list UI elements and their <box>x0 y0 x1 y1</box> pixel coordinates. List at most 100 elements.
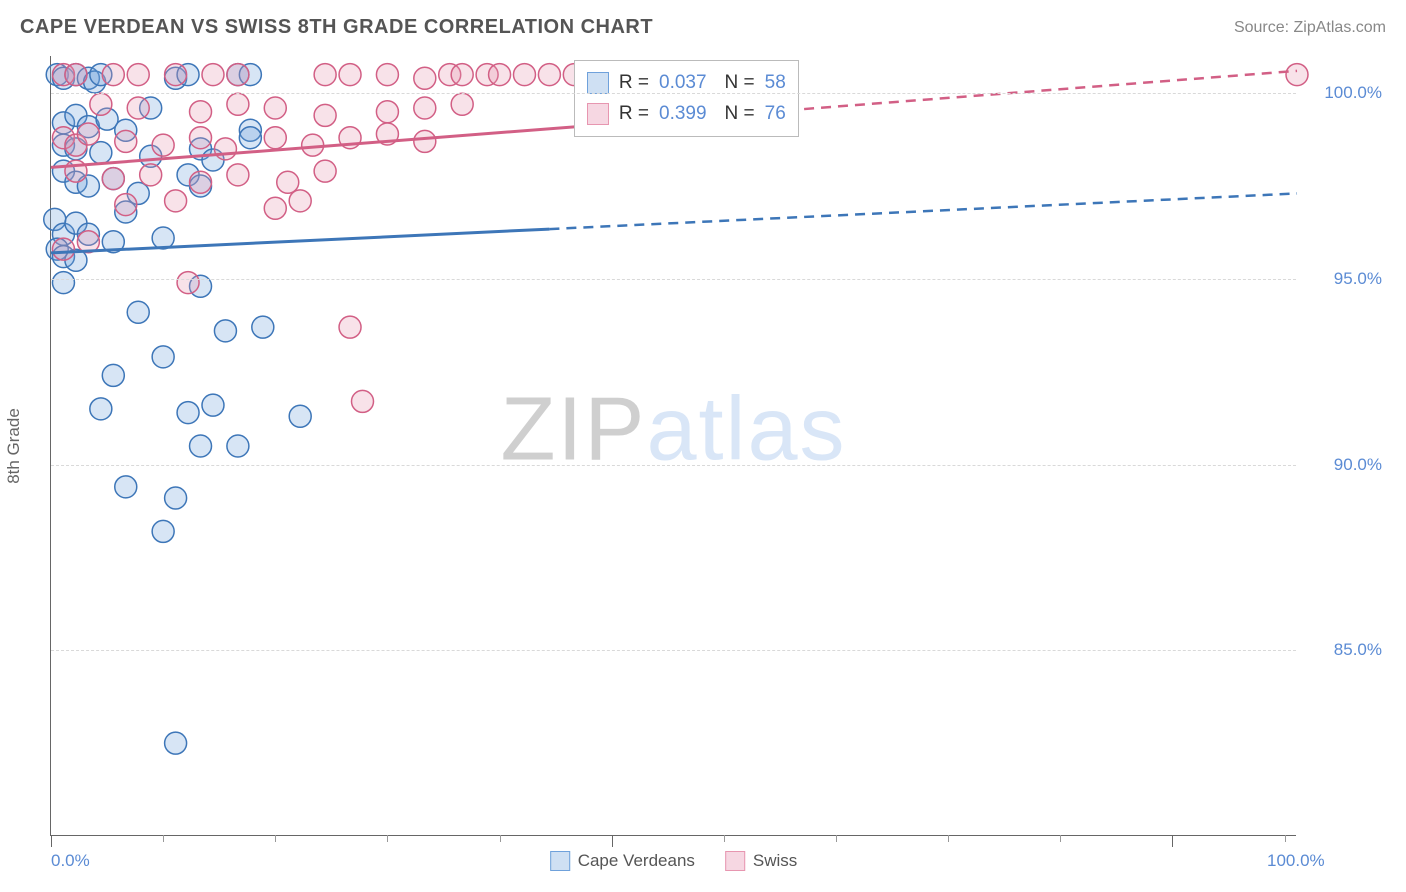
data-point <box>227 164 249 186</box>
plot-svg <box>51 56 1296 835</box>
data-point <box>102 168 124 190</box>
data-point <box>190 101 212 123</box>
data-point <box>165 732 187 754</box>
regression-row-swiss: R = 0.399 N = 76 <box>587 98 786 129</box>
y-tick-label: 90.0% <box>1302 455 1382 475</box>
data-point <box>52 272 74 294</box>
data-point <box>289 405 311 427</box>
data-point <box>115 130 137 152</box>
data-point <box>339 316 361 338</box>
data-point <box>90 93 112 115</box>
n-label: N = <box>725 98 755 129</box>
data-point <box>264 197 286 219</box>
x-tick-minor <box>275 835 276 842</box>
n-value-swiss: 76 <box>765 98 786 129</box>
chart-header: CAPE VERDEAN VS SWISS 8TH GRADE CORRELAT… <box>0 0 1406 47</box>
data-point <box>538 64 560 86</box>
data-point <box>190 171 212 193</box>
x-tick-minor <box>836 835 837 842</box>
x-tick-minor <box>387 835 388 842</box>
gridline <box>51 279 1296 280</box>
data-point <box>77 123 99 145</box>
data-point <box>115 194 137 216</box>
data-point <box>127 301 149 323</box>
gridline <box>51 93 1296 94</box>
data-point <box>451 93 473 115</box>
data-point <box>214 138 236 160</box>
regression-line <box>549 193 1297 229</box>
x-tick-minor <box>500 835 501 842</box>
data-point <box>52 238 74 260</box>
legend-swatch <box>550 851 570 871</box>
regression-legend: R = 0.037 N = 58 R = 0.399 N = 76 <box>574 60 799 137</box>
data-point <box>90 398 112 420</box>
data-point <box>277 171 299 193</box>
data-point <box>165 190 187 212</box>
data-point <box>177 402 199 424</box>
data-point <box>314 64 336 86</box>
y-tick-label: 100.0% <box>1302 83 1382 103</box>
data-point <box>65 64 87 86</box>
regression-line <box>51 229 549 253</box>
data-point <box>489 64 511 86</box>
data-point <box>165 487 187 509</box>
data-point <box>115 476 137 498</box>
data-point <box>165 64 187 86</box>
x-tick-major <box>51 835 52 847</box>
data-point <box>513 64 535 86</box>
legend-swatch <box>725 851 745 871</box>
data-point <box>90 142 112 164</box>
data-point <box>376 101 398 123</box>
data-point <box>190 435 212 457</box>
regression-swatch-swiss <box>587 103 609 125</box>
data-point <box>127 97 149 119</box>
x-tick-major <box>612 835 613 847</box>
data-point <box>227 64 249 86</box>
data-point <box>239 127 261 149</box>
data-point <box>314 160 336 182</box>
data-point <box>314 104 336 126</box>
data-point <box>227 435 249 457</box>
x-axis-label-max: 100.0% <box>1267 851 1325 871</box>
legend-label: Cape Verdeans <box>578 851 695 871</box>
data-point <box>214 320 236 342</box>
x-tick-minor <box>948 835 949 842</box>
data-point <box>202 394 224 416</box>
plot-area: ZIPatlas R = 0.037 N = 58 R = 0.399 N = … <box>50 56 1296 836</box>
chart-source: Source: ZipAtlas.com <box>1234 19 1386 37</box>
data-point <box>152 520 174 542</box>
data-point <box>102 364 124 386</box>
legend-item: Cape Verdeans <box>550 851 695 871</box>
data-point <box>339 64 361 86</box>
gridline <box>51 465 1296 466</box>
r-label: R = <box>619 98 649 129</box>
data-point <box>289 190 311 212</box>
data-point <box>264 127 286 149</box>
data-point <box>227 93 249 115</box>
legend-label: Swiss <box>753 851 797 871</box>
data-point <box>140 164 162 186</box>
y-tick-label: 95.0% <box>1302 269 1382 289</box>
x-axis-label-min: 0.0% <box>51 851 90 871</box>
data-point <box>352 390 374 412</box>
data-point <box>152 346 174 368</box>
legend: Cape Verdeans Swiss <box>550 851 798 871</box>
chart-container: 8th Grade ZIPatlas R = 0.037 N = 58 R = … <box>50 56 1386 836</box>
x-tick-major <box>1172 835 1173 847</box>
data-point <box>152 134 174 156</box>
data-point <box>414 97 436 119</box>
data-point <box>252 316 274 338</box>
x-tick-minor <box>1060 835 1061 842</box>
data-point <box>414 67 436 89</box>
x-tick-minor <box>724 835 725 842</box>
data-point <box>127 64 149 86</box>
legend-item: Swiss <box>725 851 797 871</box>
data-point <box>376 64 398 86</box>
regression-swatch-capeverdeans <box>587 72 609 94</box>
data-point <box>102 64 124 86</box>
data-point <box>177 272 199 294</box>
chart-title: CAPE VERDEAN VS SWISS 8TH GRADE CORRELAT… <box>20 16 653 39</box>
x-tick-minor <box>163 835 164 842</box>
y-axis-label: 8th Grade <box>4 408 24 484</box>
x-tick-minor <box>1285 835 1286 842</box>
